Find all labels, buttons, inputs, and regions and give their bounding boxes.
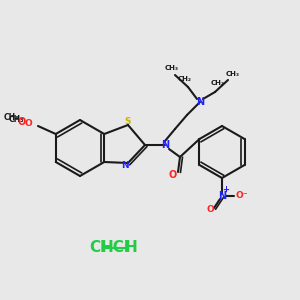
Text: HCl: HCl bbox=[100, 241, 130, 256]
Text: N: N bbox=[218, 191, 226, 201]
Text: H: H bbox=[124, 241, 137, 256]
Text: O: O bbox=[24, 118, 32, 127]
Text: CH₂: CH₂ bbox=[211, 80, 225, 86]
Text: CH₃: CH₃ bbox=[226, 71, 240, 77]
Text: CH₂: CH₂ bbox=[178, 76, 192, 82]
Text: O: O bbox=[206, 206, 214, 214]
Text: O⁻: O⁻ bbox=[236, 191, 248, 200]
Text: O: O bbox=[169, 170, 177, 180]
Text: O: O bbox=[18, 117, 26, 127]
Text: CH₃: CH₃ bbox=[165, 65, 179, 71]
Text: N: N bbox=[196, 97, 204, 107]
Text: +: + bbox=[223, 184, 230, 194]
Text: S: S bbox=[125, 118, 131, 127]
Text: CH₃: CH₃ bbox=[3, 113, 19, 122]
Text: N: N bbox=[121, 161, 129, 170]
Text: CH₃: CH₃ bbox=[8, 115, 24, 124]
Text: Cl: Cl bbox=[89, 241, 105, 256]
Text: N: N bbox=[161, 140, 169, 150]
